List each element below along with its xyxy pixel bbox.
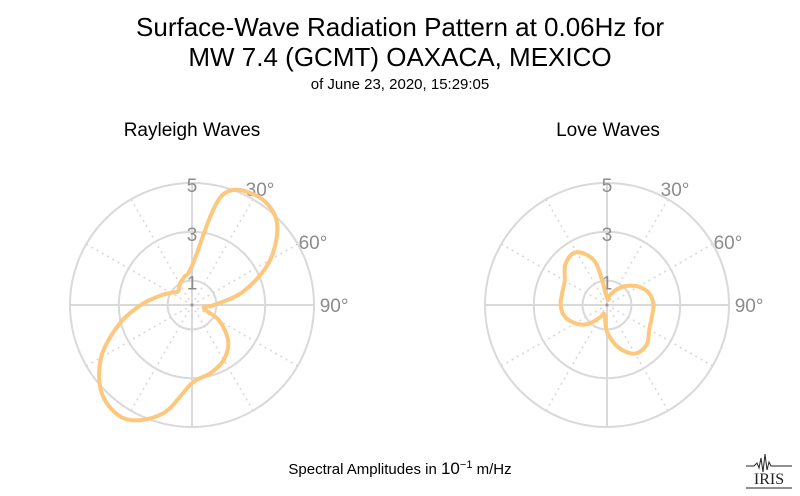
rayleigh-panel-title: Rayleigh Waves [123, 120, 261, 141]
radial-ring-5 [484, 182, 730, 428]
angle-label: 60° [299, 233, 328, 254]
radial-tick-label: 5 [602, 176, 613, 197]
spoke-line [130, 304, 193, 412]
spoke-line [130, 198, 193, 306]
angle-label: 60° [714, 233, 743, 254]
spoke-line [606, 243, 714, 306]
radial-tick-label: 5 [187, 176, 198, 197]
love-polar-plot: 1 3 5 30° 60° 90° [484, 176, 764, 428]
chart-subtitle: of June 23, 2020, 15:29:05 [310, 76, 490, 93]
radial-tick-label: 1 [187, 274, 198, 295]
caption-unit: m/Hz [476, 461, 512, 478]
radial-ring-3 [532, 230, 682, 380]
radial-ring-5 [69, 182, 315, 428]
spoke-line [191, 243, 299, 306]
spoke-line [85, 243, 193, 306]
chart-title-line1: Surface-Wave Radiation Pattern at 0.06Hz… [136, 12, 664, 42]
rayleigh-polar-plot: 135 30°60°90° [69, 176, 349, 428]
radial-tick-label: 3 [602, 225, 613, 246]
angle-label: 90° [735, 296, 764, 317]
caption-base: 10 [440, 459, 460, 478]
radial-axis-caption: Spectral Amplitudes in 10−1 m/Hz [0, 454, 800, 481]
spoke-line [606, 198, 669, 306]
caption-prefix: Spectral Amplitudes in [288, 461, 437, 478]
spoke-line [85, 304, 193, 367]
spoke-line [606, 304, 669, 412]
spoke-line [500, 243, 608, 306]
chart-title-line2: MW 7.4 (GCMT) OAXACA, MEXICO [188, 42, 612, 72]
caption-exponent: −1 [459, 459, 473, 471]
center-dot [605, 303, 609, 307]
rayleigh-amplitude-curve [97, 187, 280, 423]
radial-ring-3 [117, 230, 267, 380]
love-amplitude-curve [558, 250, 656, 356]
iris-logo-text: IRIS [754, 471, 784, 488]
spoke-line [191, 304, 299, 367]
love-panel-title: Love Waves [556, 120, 660, 141]
spoke-line [545, 304, 608, 412]
radial-tick-label: 1 [602, 274, 613, 295]
spoke-line [191, 198, 254, 306]
iris-logo: IRIS [746, 453, 792, 489]
center-dot [190, 303, 194, 307]
spoke-line [500, 304, 608, 367]
angle-label: 90° [320, 296, 349, 317]
radial-tick-label: 3 [187, 225, 198, 246]
spoke-line [606, 304, 714, 367]
angle-label: 30° [661, 180, 690, 201]
spoke-line [191, 304, 254, 412]
